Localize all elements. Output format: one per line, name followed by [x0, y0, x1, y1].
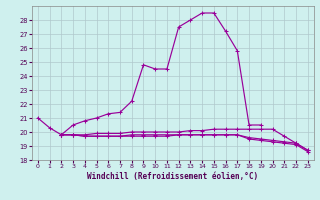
X-axis label: Windchill (Refroidissement éolien,°C): Windchill (Refroidissement éolien,°C): [87, 172, 258, 181]
